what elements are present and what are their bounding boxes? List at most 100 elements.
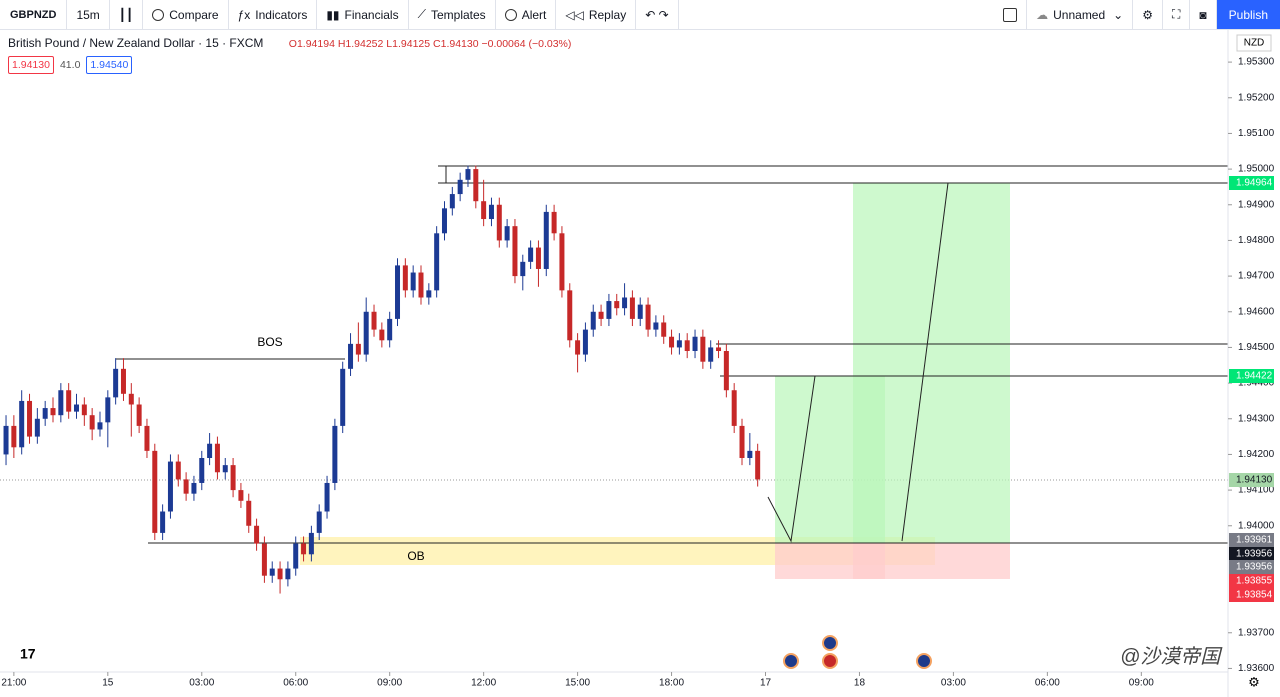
change: −0.00064 (−0.03%) — [481, 38, 572, 50]
compare[interactable]: Compare — [143, 0, 229, 29]
price-badge — [1229, 369, 1274, 383]
candle-body — [246, 500, 252, 526]
layout-toggle[interactable] — [994, 0, 1028, 29]
symbol-title: British Pound / New Zealand Dollar · 15 … — [8, 36, 264, 50]
candle-body — [363, 311, 369, 355]
candle-body — [692, 336, 698, 351]
candle-body — [371, 311, 377, 330]
alert[interactable]: Alert — [496, 0, 557, 29]
candle-body — [395, 265, 401, 319]
price-badge-label: 1.94964 — [1236, 178, 1273, 189]
caret: ⌄ — [1113, 7, 1124, 22]
event-icon[interactable] — [783, 653, 799, 669]
candle-body — [535, 247, 541, 269]
y-tick-label: 1.94200 — [1238, 449, 1275, 460]
high: H1.94252 — [337, 38, 384, 50]
y-tick-label: 1.94000 — [1238, 520, 1275, 531]
toolbar: GBPNZD 15m ┃┃ Compare ƒx Indicators ▮▮ Fin… — [0, 0, 1280, 30]
symbol[interactable]: GBPNZD — [0, 0, 68, 29]
candle-body — [645, 304, 651, 330]
sell-price[interactable]: 1.94130 — [8, 56, 54, 74]
candle-body — [301, 543, 307, 555]
icon — [504, 8, 517, 21]
event-icon[interactable] — [822, 635, 838, 651]
candle-body — [590, 311, 596, 330]
price-badge — [1229, 560, 1274, 574]
candle-body — [755, 450, 761, 480]
candle-body — [434, 233, 440, 291]
candle-body — [97, 422, 103, 430]
icon: ▮▮ — [326, 7, 340, 22]
icon — [1003, 7, 1018, 22]
candle-body — [606, 301, 612, 319]
label: Compare — [169, 7, 219, 22]
price-badge-label: 1.94422 — [1236, 371, 1273, 382]
buy-price[interactable]: 1.94540 — [86, 56, 133, 74]
price-badge — [1229, 176, 1274, 190]
candle-body — [543, 211, 549, 269]
currency-box[interactable] — [1236, 34, 1272, 52]
target-zone — [853, 183, 1010, 543]
fullscreen[interactable]: ⛶ — [1163, 0, 1191, 29]
candle-body — [340, 368, 346, 426]
candle-body — [3, 425, 9, 455]
candle-body — [128, 393, 134, 405]
y-tick-label: 1.94700 — [1238, 271, 1275, 282]
chart-style[interactable]: ┃┃ — [110, 0, 144, 29]
snapshot[interactable]: ◙ — [1190, 0, 1217, 29]
candle-body — [160, 511, 166, 533]
spread: 41.0 — [59, 59, 81, 71]
axis-settings[interactable]: ⚙ — [1248, 674, 1260, 689]
event-icon[interactable] — [822, 653, 838, 669]
label: Replay — [588, 7, 627, 22]
price-badge — [1229, 574, 1274, 588]
x-tick-label: 15 — [102, 678, 114, 689]
y-tick-label: 1.95000 — [1238, 164, 1275, 175]
candle-body — [410, 272, 416, 291]
candle-body — [551, 211, 557, 234]
candle-body — [66, 390, 72, 412]
y-tick-label: 1.94300 — [1238, 413, 1275, 424]
price-badge — [1229, 473, 1274, 487]
candle-body — [293, 543, 299, 569]
candle-body — [222, 465, 228, 473]
x-tick-label: 18:00 — [659, 678, 684, 689]
price-badge-label: 1.94130 — [1236, 475, 1273, 486]
candle-body — [723, 351, 729, 391]
y-tick-label: 1.94900 — [1238, 199, 1275, 210]
candle-body — [120, 368, 126, 394]
financials[interactable]: ▮▮ Financials — [317, 0, 409, 29]
candle-body — [528, 247, 534, 262]
candle-body — [191, 482, 197, 494]
layout-name[interactable]: ☁ Unnamed ⌄ — [1027, 0, 1134, 29]
indicators[interactable]: ƒx Indicators — [229, 0, 318, 29]
x-tick-label: 06:00 — [283, 678, 308, 689]
candle-body — [42, 408, 48, 419]
candle-body — [700, 336, 706, 362]
label: Unnamed — [1053, 7, 1106, 22]
y-tick-label: 1.94800 — [1238, 235, 1275, 246]
event-icon[interactable] — [916, 653, 932, 669]
price-badge-label: 1.93855 — [1236, 576, 1273, 587]
candle-body — [27, 400, 33, 437]
candle-body — [324, 482, 330, 512]
candle-body — [426, 290, 432, 298]
y-tick-label: 1.95100 — [1238, 128, 1275, 139]
candle-body — [136, 404, 142, 426]
publish-button[interactable]: Publish — [1216, 0, 1280, 29]
price-badge-label: 1.93956 — [1236, 562, 1273, 573]
candle-body — [614, 301, 620, 309]
candle-body — [504, 226, 510, 241]
undo-redo[interactable]: ↶ ↷ — [636, 0, 679, 29]
x-tick-label: 15:00 — [565, 678, 590, 689]
settings[interactable]: ⚙ — [1133, 0, 1163, 29]
interval[interactable]: 15m — [67, 0, 110, 29]
candle-body — [316, 511, 322, 533]
templates[interactable]: ⟋ Templates — [409, 0, 496, 29]
candle-body — [113, 368, 119, 398]
y-tick-label: 1.93600 — [1238, 663, 1275, 674]
x-tick-label: 21:00 — [1, 678, 26, 689]
candle-body — [418, 272, 424, 298]
replay[interactable]: ◁◁ Replay — [556, 0, 637, 29]
